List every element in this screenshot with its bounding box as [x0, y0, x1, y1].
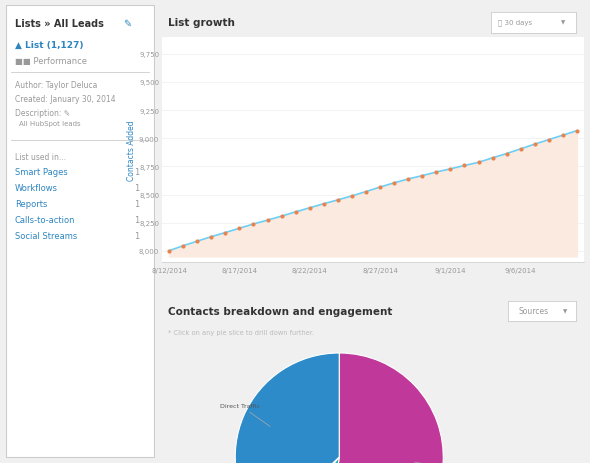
- Point: [431, 169, 441, 176]
- Text: Contacts breakdown and engagement: Contacts breakdown and engagement: [168, 307, 393, 316]
- Wedge shape: [273, 457, 339, 463]
- Point: [178, 243, 188, 250]
- Text: All HubSpot leads: All HubSpot leads: [19, 121, 81, 127]
- Point: [277, 213, 286, 220]
- Text: Author: Taylor Deluca: Author: Taylor Deluca: [15, 81, 97, 90]
- Text: 1: 1: [134, 216, 139, 225]
- Wedge shape: [235, 353, 339, 463]
- Point: [164, 248, 173, 255]
- Point: [404, 176, 413, 183]
- Text: Reports: Reports: [15, 200, 47, 208]
- Text: Other Campaigns: Other Campaigns: [404, 462, 458, 463]
- Point: [389, 180, 399, 187]
- Point: [488, 155, 497, 162]
- Wedge shape: [263, 457, 339, 463]
- Text: ▲ List (1,127): ▲ List (1,127): [15, 41, 84, 50]
- Point: [375, 184, 385, 191]
- Point: [319, 200, 329, 208]
- Point: [221, 229, 230, 237]
- Point: [460, 163, 469, 170]
- Text: ✎: ✎: [123, 19, 131, 29]
- Point: [333, 197, 343, 204]
- Point: [516, 146, 526, 153]
- FancyBboxPatch shape: [6, 6, 154, 457]
- Text: * Click on any pie slice to drill down further.: * Click on any pie slice to drill down f…: [168, 329, 314, 335]
- Point: [530, 141, 539, 149]
- Text: 1: 1: [134, 168, 139, 176]
- Text: Description: ✎: Description: ✎: [15, 109, 70, 118]
- Point: [235, 225, 244, 232]
- Wedge shape: [326, 353, 443, 463]
- Text: List used in...: List used in...: [15, 153, 66, 162]
- Point: [572, 128, 582, 135]
- Text: Calls-to-action: Calls-to-action: [15, 216, 76, 225]
- Point: [206, 233, 216, 241]
- Point: [474, 159, 483, 167]
- Point: [558, 132, 568, 139]
- Text: List growth: List growth: [168, 18, 235, 28]
- Text: Smart Pages: Smart Pages: [15, 168, 68, 176]
- Text: Workflows: Workflows: [15, 184, 58, 193]
- Text: Lists » All Leads: Lists » All Leads: [15, 19, 104, 29]
- Point: [361, 188, 371, 196]
- Text: Social Streams: Social Streams: [15, 232, 77, 240]
- Point: [502, 150, 512, 158]
- Point: [192, 238, 202, 245]
- Point: [445, 166, 455, 173]
- Text: 1: 1: [134, 200, 139, 208]
- Point: [347, 193, 356, 200]
- Point: [249, 221, 258, 228]
- Text: 1: 1: [134, 184, 139, 193]
- Point: [291, 209, 300, 216]
- Text: Created: January 30, 2014: Created: January 30, 2014: [15, 95, 116, 104]
- Point: [544, 137, 553, 144]
- Y-axis label: Contacts Added: Contacts Added: [127, 120, 136, 181]
- Text: Direct Traffic: Direct Traffic: [220, 403, 270, 426]
- Point: [263, 217, 272, 225]
- Text: 1: 1: [134, 232, 139, 240]
- Text: ■■ Performance: ■■ Performance: [15, 57, 87, 66]
- Point: [418, 173, 427, 180]
- Point: [305, 205, 314, 212]
